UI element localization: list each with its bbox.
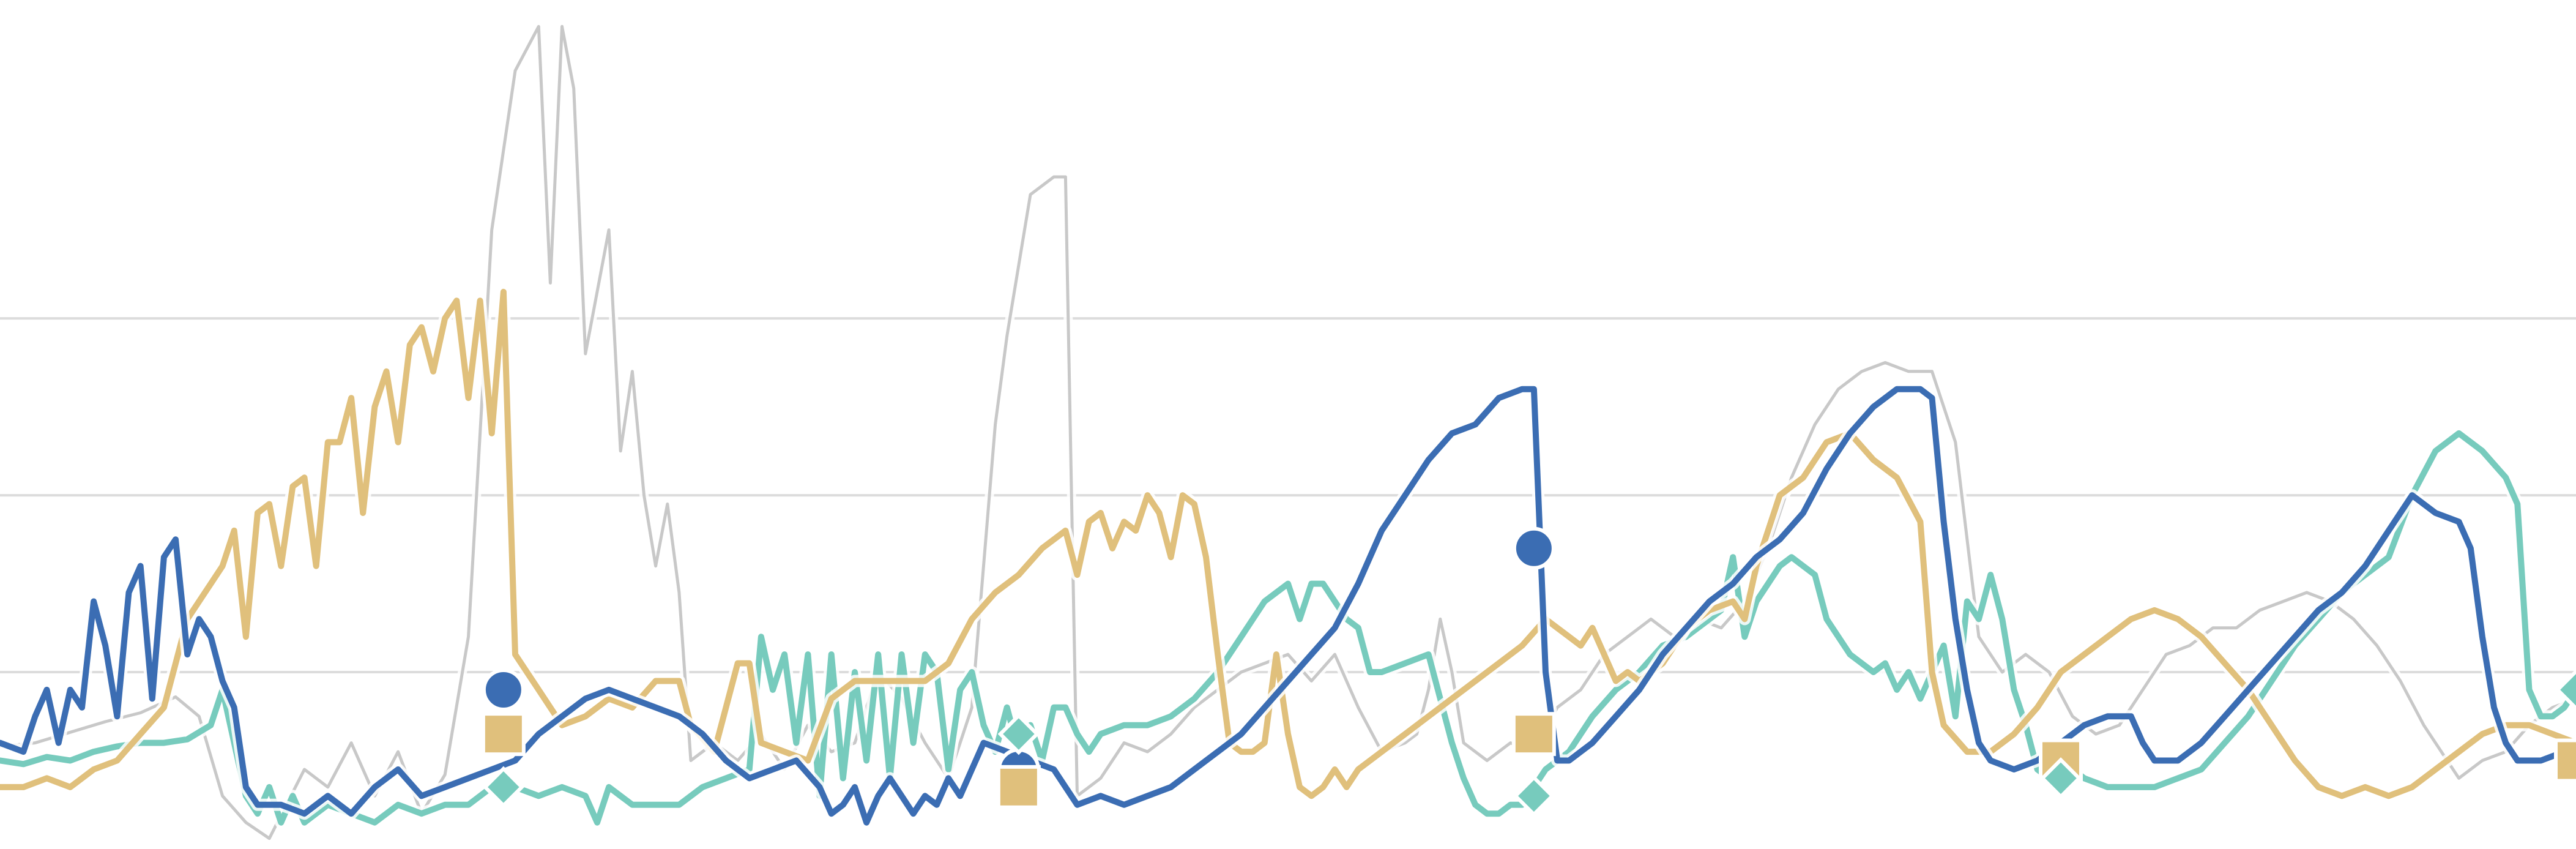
series-lines bbox=[0, 21, 2576, 843]
series-blue-line bbox=[0, 386, 2576, 826]
marker-teal-diamond-2 bbox=[1513, 775, 1555, 817]
marker-teal-diamond-1 bbox=[997, 712, 1040, 755]
marker-gold-square-4 bbox=[2554, 738, 2576, 783]
marker-teal-diamond-3 bbox=[2039, 757, 2082, 799]
marker-blue-circle-1 bbox=[1512, 526, 1555, 570]
marker-gold-square-2 bbox=[1511, 712, 1556, 757]
marker-gold-square-0 bbox=[481, 712, 526, 757]
marker-teal-diamond-0 bbox=[482, 766, 525, 809]
marker-gold-square-1 bbox=[996, 765, 1041, 809]
series-markers bbox=[481, 526, 2576, 817]
marker-blue-circle-0 bbox=[482, 668, 525, 711]
series-gold-line bbox=[0, 288, 2576, 799]
marker-teal-diamond-4 bbox=[2555, 668, 2576, 711]
